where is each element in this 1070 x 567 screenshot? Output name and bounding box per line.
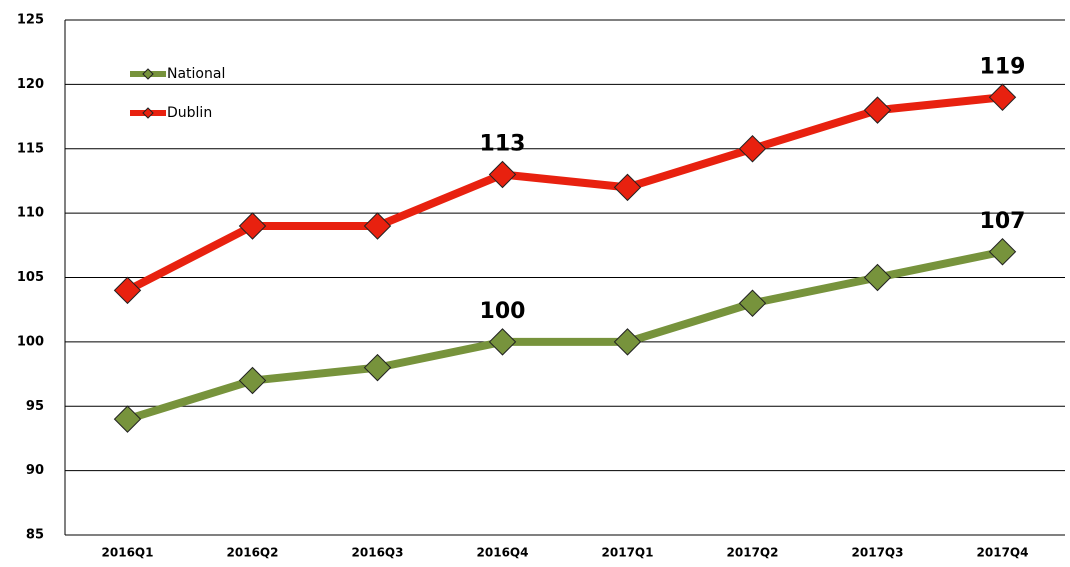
data-label: 100 bbox=[480, 299, 526, 324]
y-tick-label: 110 bbox=[17, 206, 44, 221]
legend-marker bbox=[142, 68, 154, 80]
y-tick-label: 120 bbox=[17, 77, 44, 92]
marker bbox=[238, 212, 267, 240]
marker bbox=[863, 263, 892, 292]
marker bbox=[613, 328, 642, 356]
marker bbox=[988, 238, 1017, 266]
y-tick-label: 115 bbox=[17, 141, 44, 156]
series-line bbox=[126, 247, 1004, 423]
marker bbox=[363, 212, 392, 240]
y-tick-label: 90 bbox=[26, 463, 44, 478]
y-tick-label: 100 bbox=[17, 334, 44, 349]
marker bbox=[988, 83, 1017, 111]
y-tick-label: 85 bbox=[26, 528, 44, 543]
x-tick-label: 2016Q3 bbox=[352, 546, 404, 560]
marker bbox=[488, 328, 517, 356]
marker bbox=[238, 366, 267, 395]
x-tick-label: 2017Q3 bbox=[852, 546, 904, 560]
x-tick-label: 2017Q2 bbox=[727, 546, 779, 560]
legend-label: Dublin bbox=[167, 105, 212, 121]
marker bbox=[488, 160, 517, 189]
x-tick-label: 2016Q2 bbox=[227, 546, 279, 560]
data-label: 107 bbox=[980, 209, 1026, 234]
x-tick-label: 2017Q4 bbox=[977, 546, 1029, 560]
marker bbox=[863, 96, 892, 124]
legend-label: National bbox=[167, 66, 225, 82]
marker bbox=[613, 173, 642, 202]
y-tick-label: 125 bbox=[17, 13, 44, 28]
x-tick-label: 2017Q1 bbox=[602, 546, 654, 560]
y-tick-label: 95 bbox=[26, 399, 44, 414]
x-tick-label: 2016Q4 bbox=[477, 546, 529, 560]
data-label: 113 bbox=[480, 132, 526, 157]
marker bbox=[738, 135, 767, 163]
marker bbox=[738, 289, 767, 317]
data-label: 119 bbox=[980, 54, 1026, 79]
marker bbox=[113, 405, 142, 433]
x-tick-label: 2016Q1 bbox=[102, 546, 154, 560]
series-line bbox=[125, 93, 1003, 294]
legend-marker bbox=[142, 107, 154, 119]
marker bbox=[363, 353, 392, 382]
marker bbox=[113, 276, 142, 305]
y-tick-label: 105 bbox=[17, 270, 44, 285]
